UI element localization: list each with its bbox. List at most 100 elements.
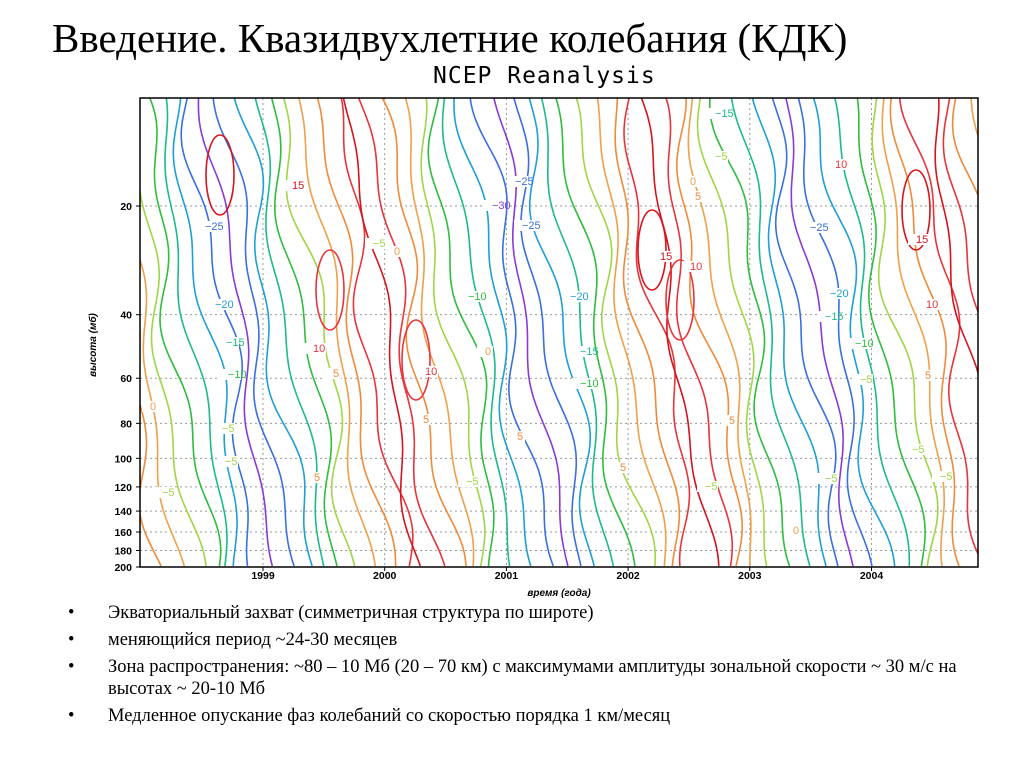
contour-label-bg bbox=[458, 476, 479, 487]
contour-line bbox=[420, 98, 486, 567]
contour-line bbox=[453, 98, 532, 567]
contour-labels: 15 −25 −25 −30 −25 −15 10 −25 15 15 10 −5 −10 −20 −20 −… bbox=[142, 108, 953, 537]
contour-label: −20 bbox=[830, 288, 849, 300]
contour-line bbox=[871, 98, 939, 567]
contour-label: −25 bbox=[522, 220, 541, 232]
contour-line bbox=[970, 98, 978, 139]
contour-line bbox=[942, 98, 978, 314]
contour-label: −5 bbox=[912, 444, 925, 456]
contour-line bbox=[555, 98, 636, 567]
contour-label: −25 bbox=[515, 176, 534, 188]
contour-loop bbox=[637, 209, 667, 291]
contour-line bbox=[172, 98, 238, 567]
contour-line bbox=[404, 98, 475, 567]
contour-loop bbox=[665, 259, 695, 341]
contour-line bbox=[623, 98, 691, 567]
contour-label-bg bbox=[477, 346, 493, 357]
contour-line bbox=[889, 98, 960, 567]
contour-label-bg bbox=[687, 191, 703, 202]
contour-label: 10 bbox=[425, 366, 437, 378]
contour-label-bg bbox=[682, 261, 703, 272]
contour-line bbox=[687, 98, 752, 567]
contour-label-bg bbox=[305, 343, 326, 354]
y-axis: 20 40 60 80 100 120 140 160 180 200 bbox=[114, 201, 140, 574]
contour-line bbox=[298, 98, 377, 567]
contour-label: −20 bbox=[570, 291, 589, 303]
contour-line bbox=[934, 98, 978, 377]
contour-line bbox=[140, 184, 207, 567]
contour-label: 5 bbox=[423, 414, 429, 426]
contour-label-bg bbox=[509, 431, 525, 442]
contour-label: −5 bbox=[373, 238, 386, 250]
contour-label-bg bbox=[817, 473, 838, 484]
bullet-text: Зона распространения: ~80 – 10 Мб (20 – … bbox=[108, 657, 957, 699]
contour-label: 10 bbox=[835, 159, 847, 171]
contour-line bbox=[40, 98, 119, 566]
contour-line bbox=[898, 98, 978, 556]
contour-label: −10 bbox=[855, 338, 874, 350]
contour-line bbox=[212, 98, 295, 567]
contour-label: 5 bbox=[925, 370, 931, 382]
contour-label-bg bbox=[220, 369, 241, 380]
y-axis-label: высота (мб) bbox=[87, 312, 99, 376]
contour-label-bg bbox=[142, 401, 158, 412]
contour-label-bg bbox=[214, 423, 235, 434]
contour-label: −15 bbox=[580, 346, 599, 358]
contour-line bbox=[596, 98, 667, 567]
contour-line bbox=[640, 98, 720, 567]
contour-line bbox=[270, 98, 338, 567]
contour-line bbox=[427, 98, 495, 567]
contour-label-bg bbox=[284, 180, 305, 191]
contour-label: −5 bbox=[162, 487, 175, 499]
contour-label-bg bbox=[572, 378, 593, 389]
contour-label-bg bbox=[562, 291, 583, 302]
chart-title: NCEP Reanalysis bbox=[433, 63, 656, 89]
bullet-dot: • bbox=[68, 630, 75, 650]
x-tick-label: 2002 bbox=[616, 570, 640, 582]
contour-line bbox=[856, 98, 926, 567]
contour-label-bg bbox=[852, 374, 873, 385]
plot-frame bbox=[139, 97, 979, 568]
contour-label-bg bbox=[218, 337, 239, 348]
contour-line bbox=[357, 98, 446, 567]
contour-loop bbox=[901, 169, 931, 251]
contour-label-bg bbox=[785, 525, 801, 536]
contour-label: 0 bbox=[793, 525, 799, 537]
contour-label: −10 bbox=[228, 369, 247, 381]
contour-line bbox=[340, 98, 414, 567]
slide-title: Введение. Квазидвухлетние колебания (КДК… bbox=[52, 15, 848, 61]
contour-label: 10 bbox=[690, 261, 702, 273]
contour-label-bg bbox=[365, 238, 386, 249]
contour-label-bg bbox=[652, 251, 673, 262]
contour-label: −25 bbox=[205, 221, 224, 233]
contour-line bbox=[771, 98, 839, 567]
bullet-text: Экваториальный захват (симметричная стру… bbox=[108, 603, 594, 623]
contour-label-bg bbox=[612, 462, 628, 473]
contour-label-bg bbox=[721, 415, 737, 426]
contour-line bbox=[140, 565, 141, 566]
contour-label-bg bbox=[197, 221, 218, 232]
y-tick-label: 140 bbox=[114, 506, 132, 518]
contour-label-bg bbox=[417, 366, 438, 377]
contour-label: −5 bbox=[222, 423, 235, 435]
contour-label: −5 bbox=[825, 473, 838, 485]
contour-line bbox=[730, 98, 811, 567]
contour-label-bg bbox=[932, 471, 953, 482]
contour-label: −5 bbox=[225, 456, 238, 468]
contour-line bbox=[575, 98, 656, 567]
contour-label: −20 bbox=[215, 299, 234, 311]
contour-label: −5 bbox=[940, 471, 953, 483]
contour-label: −15 bbox=[715, 108, 734, 120]
contour-label-bg bbox=[802, 222, 823, 233]
contour-label: 15 bbox=[660, 251, 672, 263]
contour-line bbox=[951, 98, 978, 198]
x-tick-label: 2001 bbox=[495, 570, 519, 582]
contour-line bbox=[614, 98, 681, 567]
contour-label-bg bbox=[918, 299, 939, 310]
contour-line bbox=[316, 98, 397, 567]
contour-label-bg bbox=[707, 108, 728, 119]
contour-label-bg bbox=[507, 176, 528, 187]
contour-line bbox=[528, 98, 595, 567]
bullet-list: • Экваториальный захват (симметричная стр… bbox=[62, 602, 1002, 732]
contour-line bbox=[751, 98, 827, 567]
